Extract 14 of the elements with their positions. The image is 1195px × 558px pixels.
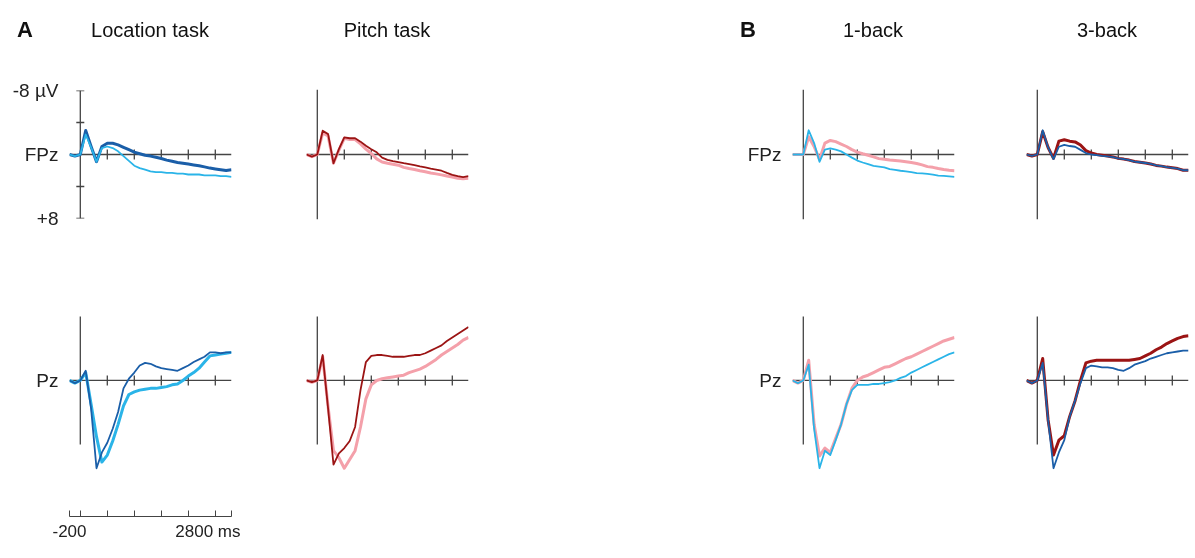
chart-title: Pitch task [342,18,432,43]
y-tick-label: -8 µV [12,80,59,101]
text: 2800 ms [175,521,241,541]
y-axis-title: FPz [24,144,59,165]
text: B [740,16,756,44]
text: -200 [52,521,87,541]
chart-title: 1-back [842,18,904,43]
chart-title: Location task [90,18,210,43]
y-axis-title: Pz [759,369,782,391]
y-axis-title: FPz [747,144,782,165]
chart-title: 3-back [1076,18,1138,43]
y-axis-title: Pz [36,369,59,391]
y-tick-label: +8 [36,208,59,229]
text: A [17,16,33,44]
